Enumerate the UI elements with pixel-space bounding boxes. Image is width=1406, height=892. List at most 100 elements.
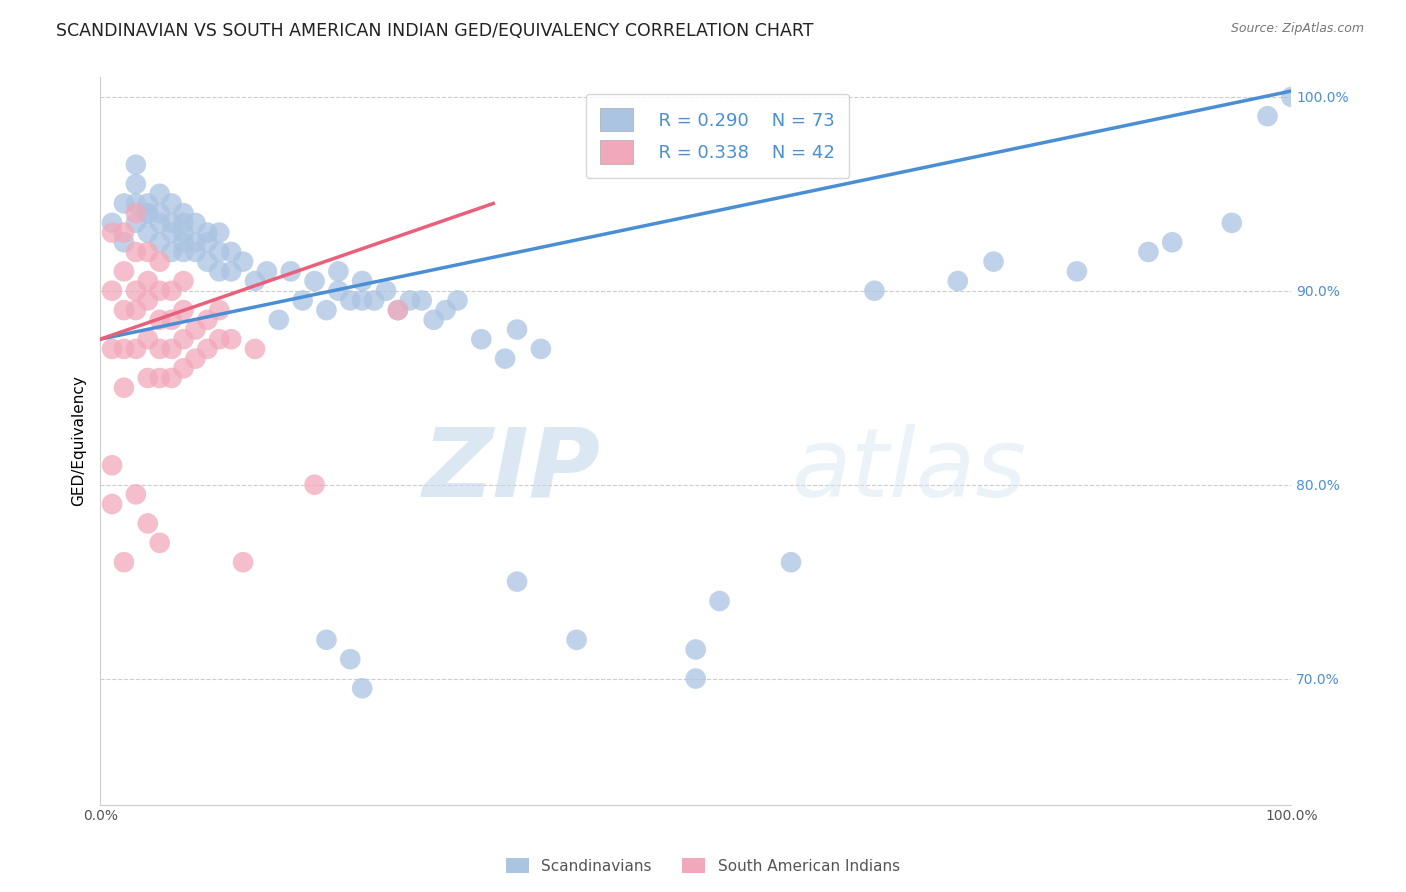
Point [1257,109,1279,123]
Point [160,216,183,230]
Point [208,303,231,318]
Point [149,313,172,327]
Point [173,303,195,318]
Legend: Scandinavians, South American Indians: Scandinavians, South American Indians [501,852,905,880]
Point [352,293,374,308]
Point [149,284,172,298]
Point [446,293,468,308]
Point [173,226,195,240]
Point [136,371,159,385]
Point [1066,264,1088,278]
Point [195,235,218,250]
Point [232,555,254,569]
Text: atlas: atlas [792,424,1026,516]
Point [112,264,135,278]
Point [160,244,183,259]
Point [280,264,302,278]
Point [232,254,254,268]
Point [136,226,159,240]
Point [339,652,361,666]
Point [149,206,172,220]
Point [530,342,553,356]
Point [1137,244,1160,259]
Point [173,235,195,250]
Y-axis label: GED/Equivalency: GED/Equivalency [72,376,86,507]
Point [125,284,148,298]
Point [184,244,207,259]
Legend:   R = 0.290    N = 73,   R = 0.338    N = 42: R = 0.290 N = 73, R = 0.338 N = 42 [586,94,849,178]
Point [160,196,183,211]
Point [422,313,444,327]
Point [219,332,242,346]
Point [112,303,135,318]
Point [173,274,195,288]
Point [112,196,135,211]
Point [125,206,148,220]
Point [125,196,148,211]
Point [112,235,135,250]
Point [112,226,135,240]
Point [208,244,231,259]
Point [243,342,266,356]
Point [363,293,385,308]
Point [112,342,135,356]
Point [136,332,159,346]
Point [101,226,124,240]
Point [125,177,148,191]
Point [375,284,398,298]
Point [136,206,159,220]
Point [709,594,731,608]
Point [149,235,172,250]
Point [101,342,124,356]
Point [149,216,172,230]
Point [101,284,124,298]
Point [352,274,374,288]
Point [328,284,350,298]
Point [506,574,529,589]
Point [195,313,218,327]
Point [149,536,172,550]
Point [398,293,420,308]
Point [173,332,195,346]
Point [291,293,314,308]
Point [1279,90,1302,104]
Point [195,342,218,356]
Point [101,497,124,511]
Point [315,632,337,647]
Point [136,516,159,531]
Point [136,274,159,288]
Point [565,632,588,647]
Text: Source: ZipAtlas.com: Source: ZipAtlas.com [1230,22,1364,36]
Point [304,274,326,288]
Point [136,244,159,259]
Point [125,158,148,172]
Point [125,216,148,230]
Point [256,264,278,278]
Point [352,681,374,696]
Point [411,293,433,308]
Point [149,186,172,201]
Point [125,487,148,501]
Point [946,274,969,288]
Point [112,555,135,569]
Point [304,477,326,491]
Point [219,244,242,259]
Point [267,313,290,327]
Text: ZIP: ZIP [423,424,600,516]
Point [173,361,195,376]
Point [101,216,124,230]
Point [339,293,361,308]
Point [149,342,172,356]
Point [160,226,183,240]
Point [506,322,529,336]
Point [1220,216,1243,230]
Point [112,381,135,395]
Point [173,244,195,259]
Point [328,264,350,278]
Point [983,254,1005,268]
Point [195,226,218,240]
Point [184,322,207,336]
Point [1161,235,1184,250]
Point [208,332,231,346]
Point [184,351,207,366]
